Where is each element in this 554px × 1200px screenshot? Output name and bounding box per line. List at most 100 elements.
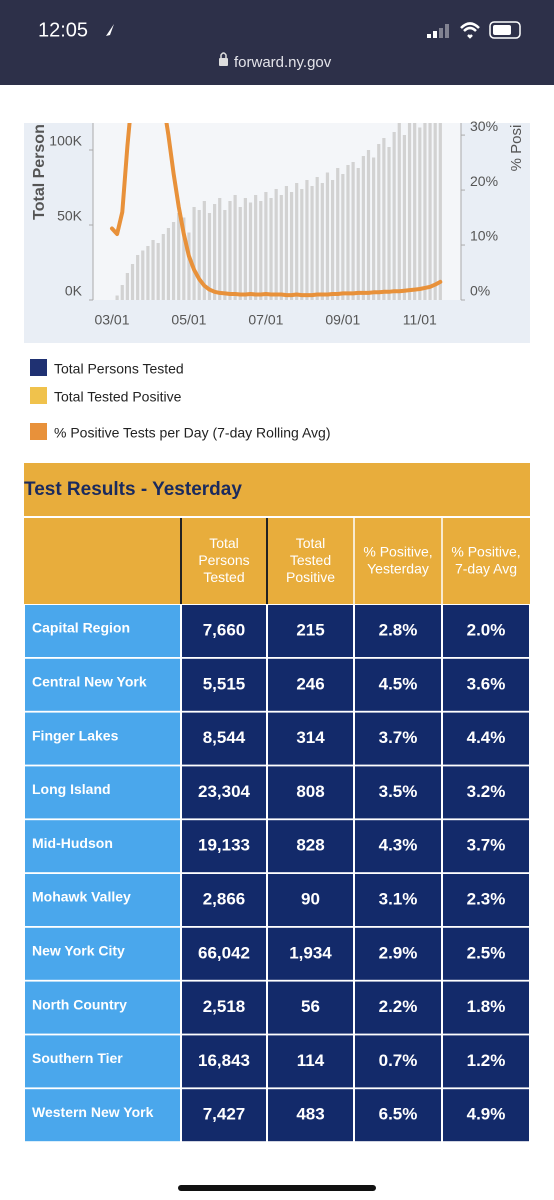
bar xyxy=(310,186,314,300)
legend-label: Total Tested Positive xyxy=(54,389,182,405)
wifi-icon xyxy=(460,22,480,39)
region-cell xyxy=(25,1089,180,1142)
cell-value: 3.6% xyxy=(467,674,506,693)
region-name: Central New York xyxy=(32,674,147,690)
cell-value: 1.8% xyxy=(467,997,506,1016)
bar xyxy=(407,123,412,300)
bar xyxy=(279,195,283,300)
data-cell xyxy=(443,820,529,873)
data-cell xyxy=(443,1089,529,1142)
bar xyxy=(161,234,165,300)
bar xyxy=(402,135,407,300)
region-cell xyxy=(25,1035,180,1088)
bar xyxy=(392,132,396,300)
cell-value: 7,427 xyxy=(203,1105,246,1124)
data-cell xyxy=(182,927,266,980)
data-cell xyxy=(443,605,529,657)
x-tick-label: 11/01 xyxy=(403,312,437,328)
bar xyxy=(330,180,335,300)
column-header: % Positive, Yesterday xyxy=(363,543,432,576)
data-cell xyxy=(268,658,353,711)
cell-value: 4.9% xyxy=(467,1105,506,1124)
bar xyxy=(151,240,155,300)
bar xyxy=(202,201,206,300)
bar xyxy=(366,150,371,300)
table-title: Test Results - Yesterday xyxy=(24,479,242,500)
region-cell xyxy=(25,658,180,711)
y-tick-label: 50K xyxy=(57,208,83,224)
cell-value: 0.7% xyxy=(379,1051,418,1070)
data-cell xyxy=(443,927,529,980)
cell-value: 2,518 xyxy=(203,997,246,1016)
data-cell xyxy=(355,927,441,980)
cell-value: 4.5% xyxy=(379,674,418,693)
cell-value: 808 xyxy=(296,782,324,801)
bar xyxy=(238,207,242,300)
cell-value: 2.9% xyxy=(379,943,418,962)
table-title-bar xyxy=(24,463,530,516)
bar xyxy=(382,138,386,300)
cell-value: 483 xyxy=(296,1105,324,1124)
cell-value: 2.8% xyxy=(379,620,418,639)
region-cell xyxy=(25,981,180,1034)
url[interactable]: forward.ny.gov xyxy=(234,54,332,71)
cell-value: 3.2% xyxy=(467,782,506,801)
bar xyxy=(305,180,309,300)
y2-tick-label: 30% xyxy=(470,118,498,134)
bar xyxy=(433,123,437,300)
bar xyxy=(264,192,268,300)
bar xyxy=(171,222,176,300)
column-header: Total Tested Positive xyxy=(286,535,335,585)
bar xyxy=(336,168,340,300)
battery-level xyxy=(493,25,511,35)
bar xyxy=(248,202,253,300)
bar xyxy=(274,189,278,300)
bar xyxy=(387,147,391,300)
bar xyxy=(218,198,222,300)
data-cell xyxy=(355,874,441,926)
data-cell xyxy=(268,820,353,873)
data-cell xyxy=(443,712,529,765)
data-cell xyxy=(443,874,529,926)
bar xyxy=(325,172,330,300)
bar xyxy=(136,255,140,300)
cell-value: 1,934 xyxy=(289,943,332,962)
legend-swatch xyxy=(30,359,47,376)
column-header: % Positive, 7-day Avg xyxy=(451,543,520,576)
data-cell xyxy=(355,1035,441,1088)
bar xyxy=(377,144,381,300)
region-cell xyxy=(25,874,180,926)
bar xyxy=(146,246,150,300)
data-cell xyxy=(355,1089,441,1142)
cell-value: 90 xyxy=(301,889,320,908)
cell-value: 2.5% xyxy=(467,943,506,962)
battery-icon xyxy=(489,21,521,39)
cell-value: 246 xyxy=(296,674,324,693)
y-axis-title: Total Person xyxy=(31,124,48,220)
legend-label: % Positive Tests per Day (7-day Rolling … xyxy=(54,425,331,441)
region-name: Mid-Hudson xyxy=(32,835,113,851)
region-name: Mohawk Valley xyxy=(32,889,131,905)
home-indicator xyxy=(178,1185,376,1191)
cell-value: 4.4% xyxy=(467,728,506,747)
data-cell xyxy=(182,1035,266,1088)
bar xyxy=(141,250,145,300)
data-cell xyxy=(443,766,529,819)
region-name: Southern Tier xyxy=(32,1050,123,1066)
bar xyxy=(177,213,181,300)
cell-value: 828 xyxy=(296,836,324,855)
region-name: Long Island xyxy=(32,781,111,797)
x-tick-label: 05/01 xyxy=(171,312,206,328)
cell-value: 3.7% xyxy=(379,728,418,747)
cell-value: 114 xyxy=(297,1051,325,1070)
region-cell xyxy=(25,712,180,765)
status-bar xyxy=(0,0,554,85)
bar xyxy=(187,232,191,300)
region-name: Capital Region xyxy=(32,620,130,636)
cell-value: 2.2% xyxy=(379,997,418,1016)
data-cell xyxy=(443,1035,529,1088)
data-cell xyxy=(268,766,353,819)
bar xyxy=(115,295,119,300)
lock-shackle xyxy=(220,52,227,58)
data-cell xyxy=(268,1089,353,1142)
